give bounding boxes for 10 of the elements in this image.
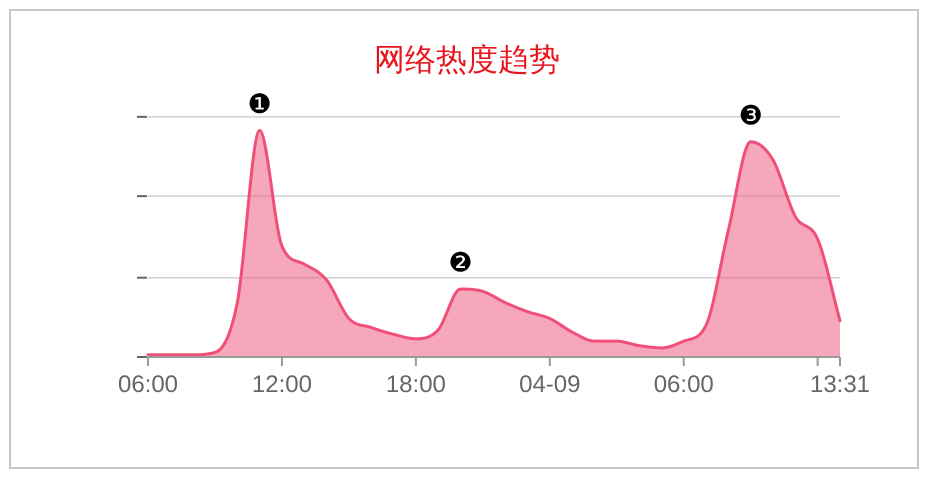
x-tick-label: 13:31 <box>810 371 870 398</box>
annotation: ❷ <box>448 248 473 279</box>
annotation: ❸ <box>738 100 763 132</box>
x-tick-label: 04-09 <box>519 371 580 398</box>
title: 网络热度趋势 <box>374 42 560 77</box>
annotation: ❶ <box>248 88 272 120</box>
x-tick-label: 06:00 <box>654 371 714 398</box>
x-tick-label: 12:00 <box>252 371 312 398</box>
x-tick-label: 18:00 <box>386 371 446 398</box>
x-tick-label: 06:00 <box>118 371 178 398</box>
